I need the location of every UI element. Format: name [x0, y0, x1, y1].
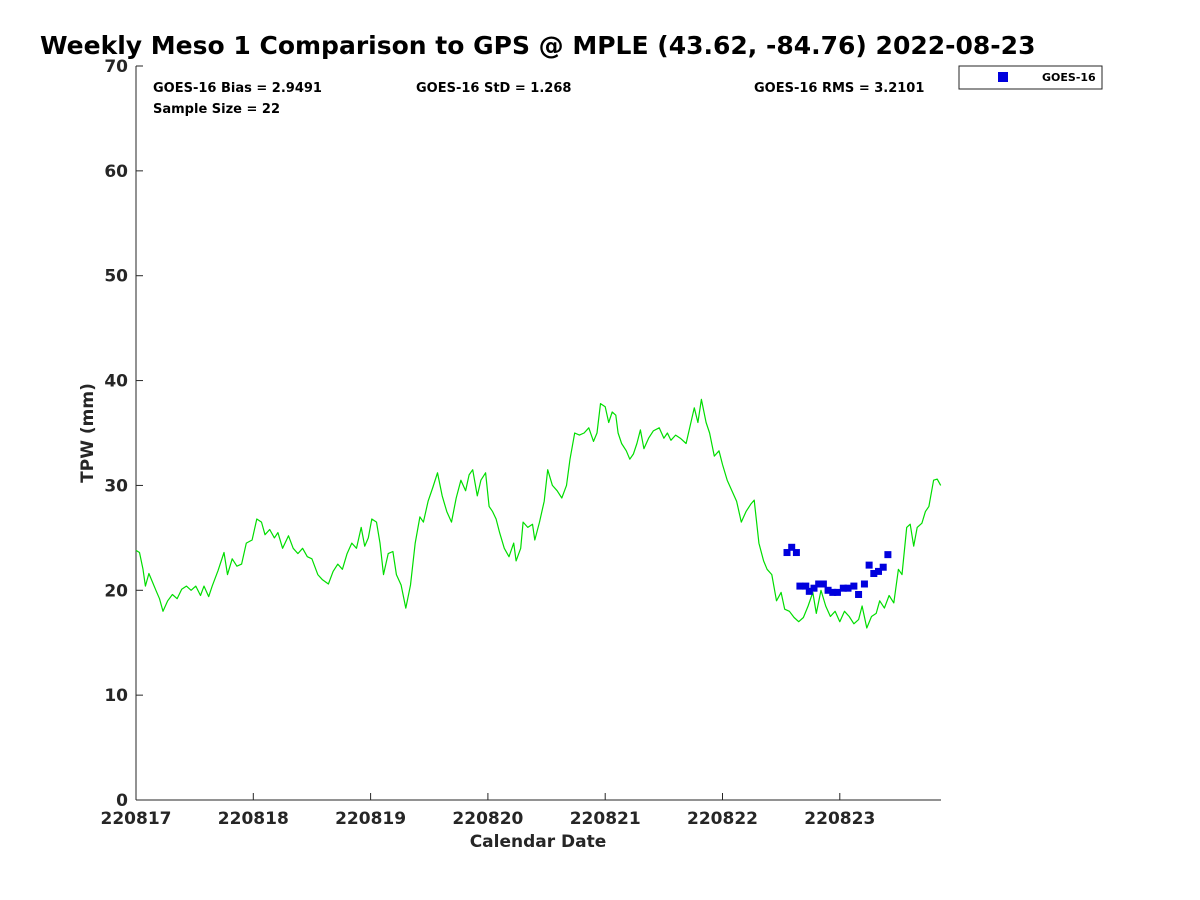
- x-tick-label: 220817: [101, 809, 172, 829]
- x-tick-label: 220818: [218, 809, 289, 829]
- goes16-point: [839, 584, 847, 592]
- chart-title: Weekly Meso 1 Comparison to GPS @ MPLE (…: [40, 31, 1035, 60]
- y-tick-label: 30: [104, 476, 128, 496]
- sample-size-stat: Sample Size = 22: [153, 102, 280, 117]
- std-stat: GOES-16 StD = 1.268: [416, 81, 571, 96]
- legend-label-goes16: GOES-16: [1042, 71, 1096, 84]
- plot-area: [135, 66, 941, 801]
- x-tick-label: 220822: [687, 809, 758, 829]
- goes16-point: [805, 587, 813, 595]
- x-tick-label: 220819: [335, 809, 406, 829]
- x-axis-ticks: 220817 220818 220819 220820 220821 220822 2208…: [101, 793, 875, 829]
- goes16-point: [870, 570, 878, 578]
- legend-box: [958, 65, 1103, 90]
- goes16-point: [855, 590, 863, 598]
- goes16-point: [850, 582, 858, 590]
- goes16-point: [884, 551, 892, 559]
- goes16-point: [783, 549, 791, 557]
- y-tick-label: 10: [104, 686, 128, 706]
- goes16-point: [788, 543, 796, 551]
- y-tick-label: 40: [104, 372, 128, 392]
- goes16-point: [844, 584, 852, 592]
- legend: GOES-16: [958, 65, 1103, 90]
- goes16-point: [875, 567, 883, 575]
- goes16-point: [829, 588, 837, 596]
- goes16-point: [802, 582, 810, 590]
- series-layer: [135, 398, 942, 629]
- y-tick-label: 50: [104, 267, 128, 287]
- goes16-point: [792, 549, 800, 557]
- y-axis-label: TPW (mm): [78, 383, 98, 483]
- y-tick-label: 0: [116, 791, 128, 811]
- y-tick-label: 70: [104, 57, 128, 77]
- goes16-point: [815, 580, 823, 588]
- x-tick-label: 220823: [804, 809, 875, 829]
- y-axis-ticks: 0 10 20 30 40 50 60 70: [104, 57, 143, 811]
- goes16-point: [810, 584, 818, 592]
- legend-marker-goes16: [998, 72, 1008, 82]
- goes16-point: [824, 586, 832, 594]
- rms-stat: GOES-16 RMS = 3.2101: [754, 81, 924, 96]
- x-tick-label: 220821: [570, 809, 641, 829]
- goes16-point: [865, 561, 873, 569]
- bias-stat: GOES-16 Bias = 2.9491: [153, 81, 322, 96]
- goes16-point: [796, 582, 804, 590]
- series-line-gps: [135, 398, 942, 629]
- x-axis-label: Calendar Date: [470, 832, 607, 852]
- goes16-point: [860, 580, 868, 588]
- goes16-point: [833, 588, 841, 596]
- y-tick-label: 20: [104, 581, 128, 601]
- y-tick-label: 60: [104, 162, 128, 182]
- goes16-point: [879, 563, 887, 571]
- goes16-point: [819, 580, 827, 588]
- x-tick-label: 220820: [452, 809, 523, 829]
